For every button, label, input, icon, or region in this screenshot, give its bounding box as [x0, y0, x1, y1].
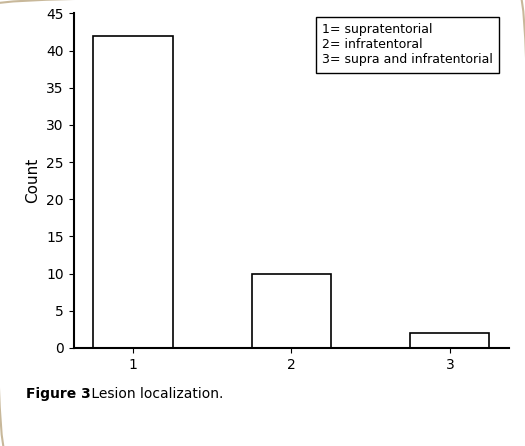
Y-axis label: Count: Count	[26, 158, 40, 203]
Text: 1= supratentorial
2= infratentoral
3= supra and infratentorial: 1= supratentorial 2= infratentoral 3= su…	[322, 24, 493, 66]
Text: Figure 3: Figure 3	[26, 388, 91, 401]
Bar	[252, 273, 331, 348]
Bar	[93, 36, 173, 348]
Text: Lesion localization.: Lesion localization.	[87, 388, 223, 401]
Bar	[410, 333, 489, 348]
